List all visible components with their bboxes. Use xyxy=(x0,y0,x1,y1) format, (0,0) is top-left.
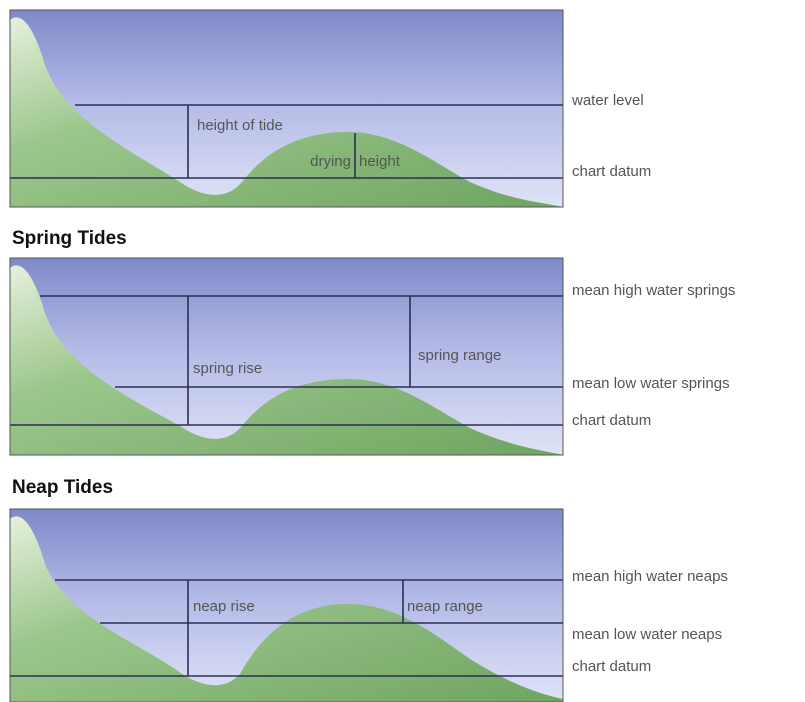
inner-label: height of tide xyxy=(197,117,283,134)
panel-1: height of tide drying height xyxy=(10,10,563,207)
panel-2: spring rise spring range xyxy=(10,258,563,455)
side-label: chart datum xyxy=(572,412,651,429)
inner-label: spring rise xyxy=(193,360,262,377)
inner-label: height xyxy=(359,153,401,170)
tides-diagram: height of tide drying height water level… xyxy=(0,0,805,702)
side-label: chart datum xyxy=(572,658,651,675)
inner-label: neap range xyxy=(407,598,483,615)
side-label: mean high water springs xyxy=(572,282,735,299)
side-label: chart datum xyxy=(572,163,651,180)
inner-label: neap rise xyxy=(193,598,255,615)
panel-title: Spring Tides xyxy=(12,228,127,249)
side-label: water level xyxy=(571,92,644,109)
panel-3: neap rise neap range xyxy=(10,509,563,702)
side-label: mean low water springs xyxy=(572,375,730,392)
inner-label: drying xyxy=(310,153,351,170)
inner-label: spring range xyxy=(418,347,501,364)
panel-title: Neap Tides xyxy=(12,477,113,498)
side-label: mean high water neaps xyxy=(572,568,728,585)
side-label: mean low water neaps xyxy=(572,626,722,643)
